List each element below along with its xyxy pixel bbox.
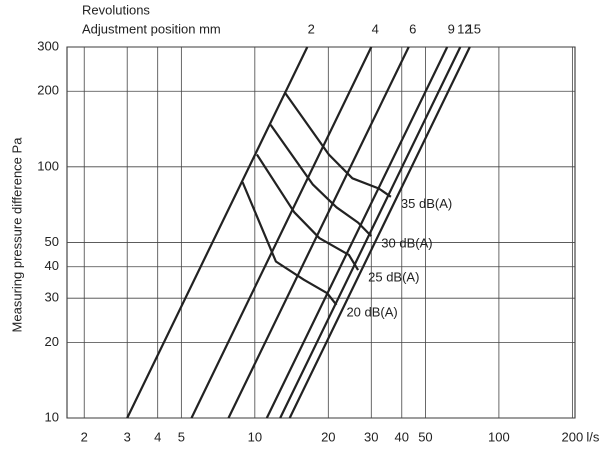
x-tick-label: 200	[562, 429, 584, 444]
position-label: 4	[372, 21, 379, 36]
x-tick-label: 20	[321, 429, 335, 444]
y-tick-label: 300	[37, 38, 59, 53]
position-label: 9	[448, 21, 455, 36]
y-tick-label: 200	[37, 83, 59, 98]
x-tick-label: 4	[154, 429, 161, 444]
y-tick-label: 20	[45, 334, 59, 349]
position-line	[190, 46, 373, 419]
position-label: 12	[457, 21, 471, 36]
x-tick-label: 40	[395, 429, 409, 444]
top-label: Adjustment position mm	[82, 21, 221, 36]
y-tick-label: 50	[45, 234, 59, 249]
noise-curve	[284, 92, 392, 198]
x-axis-label: l/s	[586, 429, 600, 444]
curve-label: 25 dB(A)	[368, 270, 419, 285]
y-tick-label: 40	[45, 258, 59, 273]
top-label: Revolutions	[82, 2, 150, 17]
y-tick-label: 10	[45, 409, 59, 424]
position-line	[279, 46, 462, 419]
y-tick-label: 100	[37, 158, 59, 173]
noise-curve	[255, 153, 360, 271]
x-tick-label: 5	[178, 429, 185, 444]
x-tick-label: 30	[364, 429, 378, 444]
x-tick-label: 50	[418, 429, 432, 444]
noise-curve	[269, 124, 373, 237]
x-tick-label: 100	[488, 429, 510, 444]
position-line	[265, 46, 449, 419]
position-line	[288, 46, 471, 419]
noise-curve	[241, 181, 338, 306]
position-line	[126, 46, 309, 419]
position-label: 15	[467, 21, 481, 36]
position-line	[227, 46, 410, 419]
curve-label: 30 dB(A)	[381, 236, 432, 251]
x-tick-label: 10	[248, 429, 262, 444]
x-tick-label: 3	[124, 429, 131, 444]
curve-label: 20 dB(A)	[346, 304, 397, 319]
y-tick-label: 30	[45, 290, 59, 305]
position-label: 2	[308, 21, 315, 36]
position-label: 6	[409, 21, 416, 36]
x-tick-label: 2	[81, 429, 88, 444]
y-axis-label: Measuring pressure difference Pa	[9, 137, 24, 333]
curve-label: 35 dB(A)	[401, 196, 452, 211]
